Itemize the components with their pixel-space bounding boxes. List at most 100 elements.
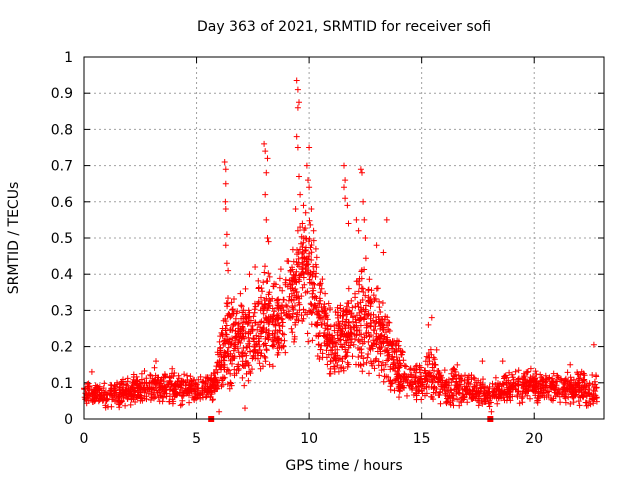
data-point [171, 393, 178, 400]
data-point [363, 330, 370, 337]
data-point [281, 309, 288, 316]
y-tick-label: 0.6 [51, 195, 73, 211]
data-point [259, 288, 266, 295]
data-point [227, 357, 234, 364]
data-point [104, 396, 111, 403]
data-point [262, 340, 268, 347]
data-point [309, 272, 316, 279]
data-point [308, 257, 315, 263]
data-point [510, 379, 517, 386]
data-point [409, 386, 415, 393]
data-point [222, 325, 229, 332]
data-point [88, 386, 95, 393]
data-point [355, 354, 362, 360]
y-tick-label: 0.4 [51, 267, 73, 283]
data-point [567, 400, 574, 407]
data-point [277, 266, 284, 273]
data-point [471, 375, 478, 382]
data-point [235, 339, 242, 345]
data-point [443, 388, 450, 395]
y-tick-label: 0.9 [51, 86, 73, 102]
data-point-outlier [303, 162, 310, 169]
data-point [295, 259, 302, 266]
data-point [266, 332, 273, 339]
data-point [204, 374, 211, 381]
data-point [364, 312, 371, 319]
data-point-outlier [293, 77, 300, 84]
data-point [300, 306, 307, 313]
data-point [279, 287, 286, 294]
data-point [220, 375, 226, 382]
data-point [134, 395, 141, 401]
data-point [360, 355, 367, 362]
data-point [336, 322, 342, 329]
data-point-outlier [360, 198, 367, 205]
data-point [266, 273, 273, 280]
data-point [308, 310, 315, 316]
data-point [347, 329, 354, 336]
data-point [344, 363, 351, 370]
data-point [377, 325, 384, 332]
data-point-outlier [293, 133, 300, 140]
data-point [386, 319, 393, 326]
y-tick-label: 0.5 [51, 231, 73, 247]
data-point [376, 319, 383, 326]
data-point [89, 399, 96, 405]
data-point [334, 314, 341, 321]
data-point [581, 384, 587, 391]
data-point [589, 395, 596, 402]
data-point [191, 397, 198, 403]
data-point [337, 336, 344, 343]
data-point [480, 376, 486, 383]
data-point [381, 333, 388, 340]
data-point [299, 318, 306, 324]
data-point [275, 349, 282, 356]
data-point [310, 263, 317, 270]
data-point [111, 392, 118, 398]
data-point [542, 378, 549, 385]
data-point-outlier [305, 177, 311, 184]
data-point [475, 402, 482, 409]
data-point-outlier [308, 206, 315, 212]
data-point [304, 311, 311, 318]
data-point [461, 394, 468, 401]
data-point [375, 313, 382, 320]
data-point [377, 350, 384, 357]
data-point [355, 288, 362, 295]
data-point [423, 390, 430, 397]
data-point [404, 380, 411, 386]
data-point [360, 361, 367, 368]
data-point [570, 399, 577, 406]
data-point [515, 367, 522, 374]
data-point [151, 364, 158, 371]
data-point [367, 346, 374, 353]
data-point [218, 353, 225, 360]
data-point [367, 323, 374, 330]
data-point [431, 356, 438, 363]
data-point [148, 386, 155, 393]
data-point [464, 399, 471, 406]
data-point [356, 338, 363, 345]
data-point [376, 335, 383, 341]
data-point [321, 307, 328, 314]
data-point [593, 385, 600, 391]
data-point [554, 372, 561, 379]
data-point-outlier [341, 162, 347, 169]
data-point [367, 358, 374, 365]
data-point [501, 375, 507, 382]
data-point [225, 352, 232, 359]
data-point [305, 338, 312, 345]
data-point [100, 385, 107, 392]
data-point [365, 298, 372, 305]
data-point-outlier [263, 169, 270, 176]
data-point [416, 366, 423, 373]
data-point [309, 337, 316, 344]
data-point [212, 382, 219, 389]
data-point [370, 311, 377, 318]
data-point [401, 370, 408, 377]
data-point [349, 353, 356, 360]
data-point [190, 377, 197, 384]
data-point [288, 297, 295, 304]
data-point [308, 301, 315, 308]
data-point [179, 401, 186, 408]
